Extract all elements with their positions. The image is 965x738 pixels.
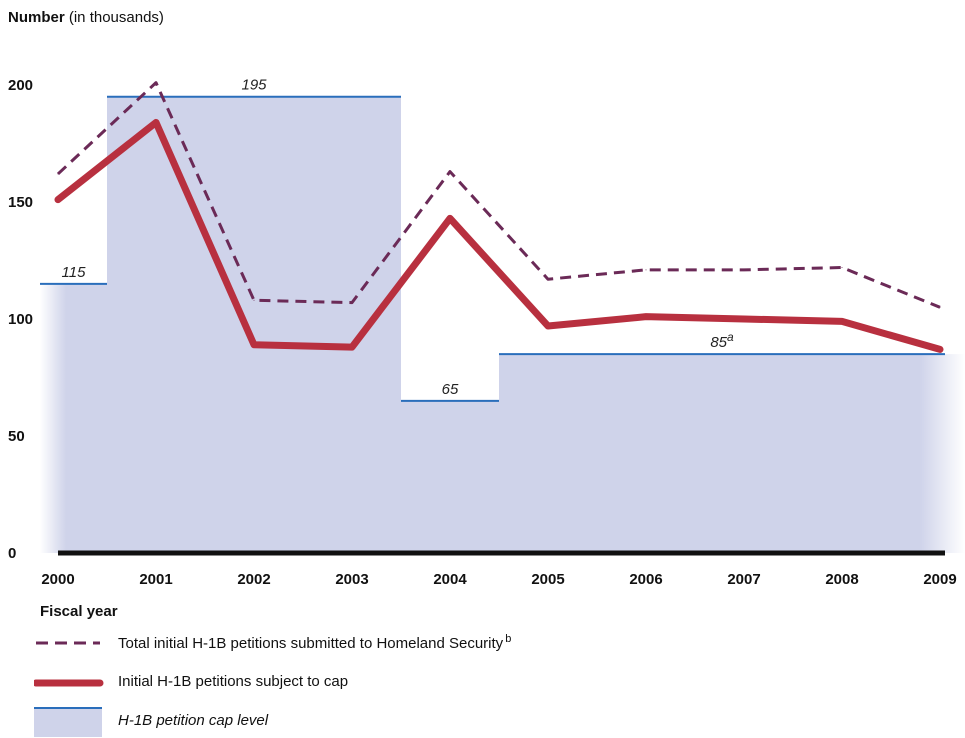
x-tick-label-2005: 2005 (531, 571, 564, 588)
x-tick-label-2001: 2001 (139, 571, 172, 588)
legend-swatch-solid (34, 679, 104, 687)
x-tick-label-2000: 2000 (41, 571, 74, 588)
x-tick-label-2007: 2007 (727, 571, 760, 588)
y-axis-title-unit: (in thousands) (68, 9, 164, 26)
data-point-s1-2008 (841, 320, 843, 322)
cap-value-label-65: 65 (442, 381, 459, 398)
data-point-s1-2005 (547, 325, 549, 327)
x-tick-label-2002: 2002 (237, 571, 270, 588)
legend-label-cap: H-1B petition cap level (118, 712, 269, 729)
y-axis-title-bold: Number (8, 9, 65, 26)
y-axis-title: Number (in thousands) (8, 9, 164, 26)
x-tick-label-2008: 2008 (825, 571, 858, 588)
data-point-s0-2003 (351, 302, 353, 304)
data-point-s1-2001 (155, 121, 157, 123)
data-point-s0-2005 (547, 278, 549, 280)
data-point-s1-2009 (939, 348, 941, 350)
data-point-s1-2000 (57, 199, 59, 201)
fade-left (40, 250, 66, 555)
y-tick-label-150: 150 (8, 194, 33, 211)
cap-area-195 (107, 96, 401, 553)
legend-item-subject-to-cap: Initial H-1B petitions subject to cap (34, 668, 914, 698)
y-tick-label-0: 0 (8, 545, 16, 562)
legend-swatch-dashed (36, 641, 100, 645)
data-point-s0-2000 (57, 173, 59, 175)
y-tick-label-50: 50 (8, 428, 25, 445)
legend-label-total-text: Total initial H-1B petitions submitted t… (118, 635, 504, 652)
x-tick-label-2004: 2004 (433, 571, 467, 588)
series-line-subject-to-cap (54, 118, 944, 353)
data-point-s0-2008 (841, 267, 843, 269)
data-point-s1-2004 (449, 217, 451, 219)
cap-value-label-195: 195 (241, 77, 267, 94)
y-tick-label-200: 200 (8, 77, 33, 94)
legend-item-cap: H-1B petition cap level (34, 707, 914, 737)
data-point-s1-2007 (743, 318, 745, 320)
data-point-s0-2006 (645, 269, 647, 271)
data-point-s1-2006 (645, 316, 647, 318)
x-axis-title: Fiscal year (40, 603, 118, 620)
y-tick-label-100: 100 (8, 311, 33, 328)
data-point-s0-2007 (743, 269, 745, 271)
x-tick-label-2006: 2006 (629, 571, 662, 588)
data-point-s1-2003 (351, 346, 353, 348)
legend-footnote-b: b (505, 633, 512, 645)
data-point-s0-2001 (155, 82, 157, 84)
series-line-total-petitions (56, 81, 941, 309)
data-point-s0-2004 (449, 171, 451, 173)
cap-footnote-a: a (727, 330, 734, 344)
data-point-s0-2002 (253, 299, 255, 301)
legend-item-total: Total initial H-1B petitions submitted t… (34, 628, 914, 658)
x-tick-label-2009: 2009 (923, 571, 956, 588)
x-tick-label-2003: 2003 (335, 571, 368, 588)
data-point-s1-2002 (253, 344, 255, 346)
legend-label-subject-to-cap: Initial H-1B petitions subject to cap (118, 673, 349, 690)
cap-area-65 (401, 400, 499, 553)
cap-area-85 (499, 354, 965, 553)
cap-value-label-115: 115 (62, 264, 87, 281)
line-chart: 115 195 65 85a 0 50 100 150 200 2000 2001 2002 2003… (8, 77, 965, 588)
legend-swatch-cap (34, 707, 102, 737)
fade-right (920, 350, 965, 555)
legend-label-total: Total initial H-1B petitions submitted t… (118, 633, 511, 652)
cap-value-label-85: 85a (710, 330, 734, 351)
data-point-s0-2009 (939, 306, 941, 308)
